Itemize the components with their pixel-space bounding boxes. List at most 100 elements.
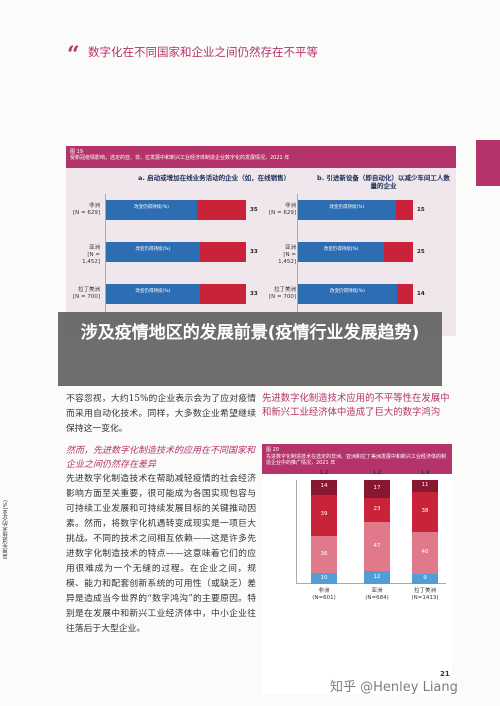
bar-segment-red: [199, 284, 246, 304]
bar-segment-blue: 改变仍得持续(%): [298, 200, 396, 220]
body-paragraph-2: 先进数字化制造技术在帮助减轻疫情的社会经济影响方面至关重要，很可能成为各国实现包…: [66, 474, 256, 634]
column-top-value: 1.2: [372, 470, 382, 476]
bar-segment-red: [396, 284, 413, 304]
bar-value: 33: [250, 291, 258, 297]
panel-b-axis: [297, 194, 298, 312]
column-value: 14: [320, 483, 328, 490]
column-segment: [311, 494, 337, 536]
row-sample-size: [N = 629]: [268, 210, 296, 216]
figure-20-ylabel: 采用先进技术的企业(%): [3, 500, 9, 560]
column-segment: [412, 491, 438, 532]
bar-value: 25: [417, 249, 425, 255]
row-region: 非洲: [284, 203, 296, 209]
bar-segment-blue: 改变仍得持续(%): [106, 284, 200, 304]
figure-20-number: 图 20: [266, 447, 279, 453]
stacked-bar: 改变仍得持续(%): [298, 242, 413, 262]
title-overlay: 涉及疫情地区的发展前景(疫情行业发展趋势): [58, 312, 442, 386]
segment-label: 改变仍得持续(%): [323, 247, 359, 252]
page-tab: [476, 140, 500, 186]
column-segment: [311, 573, 337, 584]
overlay-title: 涉及疫情地区的发展前景(疫情行业发展趋势): [80, 323, 420, 343]
bar-segment-blue: 改变仍得持续(%): [106, 200, 197, 220]
column-value: 11: [421, 481, 429, 488]
bar-segment-blue: 改变仍得持续(%): [106, 242, 200, 262]
figure-20-title: 先进数字化制造技术在选定的非洲、亚洲和拉丁美洲发展中和新兴工业经济体的制造企业中…: [266, 453, 447, 467]
bar-value: 14: [417, 291, 425, 297]
column-top-value: 1.9: [420, 470, 430, 476]
column-segment: [412, 532, 438, 575]
column-region: 亚洲: [371, 588, 383, 594]
stacked-bar: 改变仍得持续(%): [106, 242, 246, 262]
row-label: 非洲 [N = 629]: [264, 203, 296, 217]
column-value: 39: [320, 511, 328, 518]
panel-a-axis: [105, 194, 106, 312]
figure-19-header: 图 19 受新冠疫情影响，选定的亚、非、拉发展中和新兴工业经济体制造企业数字化的…: [66, 146, 456, 168]
row-label: 亚洲 [N = 1,452]: [264, 245, 296, 266]
column-value: 10: [320, 574, 328, 581]
row-label: 拉丁美洲 [N = 700]: [264, 287, 296, 301]
column-segment: [412, 574, 438, 584]
column-segment: [364, 480, 390, 498]
segment-label: 改变仍得持续(%): [135, 289, 171, 294]
column-segment: [364, 571, 390, 584]
column-value: 40: [421, 549, 429, 556]
column-segment: [311, 480, 337, 495]
sidebar-heading: 先进数字化制造技术应用的不平等性在发展中和新兴工业经济体中造成了巨大的数字鸿沟: [262, 393, 450, 418]
column-value: 38: [421, 507, 429, 514]
row-region: 亚洲: [284, 245, 296, 251]
column-value: 9: [423, 575, 427, 582]
stacked-bar: 改变仍得持续(%): [106, 284, 246, 304]
bar-value: 35: [250, 207, 258, 213]
column-segment: [412, 480, 438, 492]
row-label: 拉丁美洲 [N = 700]: [68, 287, 100, 301]
segment-label: 改变仍得持续(%): [134, 205, 169, 210]
column-segment: [364, 497, 390, 522]
figure-19: 图 19 受新冠疫情影响，选定的亚、非、拉发展中和新兴工业经济体制造企业数字化的…: [66, 146, 456, 336]
row-sample-size: [N = 700]: [268, 294, 296, 300]
column-segment: [364, 522, 390, 572]
figure-19-title: 受新冠疫情影响，选定的亚、非、拉发展中和新兴工业经济体制造企业数字化的发展情况，…: [70, 155, 290, 161]
section-heading: 数字化在不同国家和企业之间仍然存在不平等: [88, 45, 318, 59]
row-region: 拉丁美洲: [77, 287, 100, 293]
row-region: 拉丁美洲: [273, 287, 296, 293]
stacked-bar: 改变仍得持续(%): [106, 200, 246, 220]
panel-b-title: b. 引进新设备（即自动化）以减少车间工人数量的企业: [317, 174, 450, 190]
row-label: 非洲 [N = 629]: [68, 203, 100, 217]
column-value: 17: [373, 484, 381, 491]
column-segment: [311, 535, 337, 574]
column-value: 12: [373, 573, 381, 580]
panel-a-title: a. 启动或增加在线业务活动的企业（如，在线销售）: [138, 174, 291, 182]
watermark: 知乎 @Henley Liang: [330, 680, 458, 695]
column-category: 非洲 (N=601): [304, 588, 344, 602]
row-sample-size: [N = 700]: [72, 294, 100, 300]
column-sample-size: (N=684): [365, 595, 389, 601]
bar-segment-red: [395, 200, 413, 220]
column-value: 47: [373, 542, 381, 549]
column-top-value: 1.2: [319, 470, 329, 476]
bar-segment-red: [197, 200, 246, 220]
stacked-bar: 改变仍得持续(%): [298, 200, 413, 220]
segment-label: 改变仍得持续(%): [135, 247, 171, 252]
column-value: 36: [320, 550, 328, 557]
column-sample-size: (N=601): [312, 595, 336, 601]
row-sample-size: [N = 629]: [72, 210, 100, 216]
segment-label: 改变仍得持续(%): [330, 289, 365, 294]
row-label: 亚洲 [N = 1,452]: [68, 245, 100, 266]
column-region: 拉丁美洲: [413, 588, 436, 594]
page-number: 21: [440, 670, 450, 678]
row-sample-size: [N = 1,452]: [278, 252, 296, 265]
row-region: 非洲: [88, 203, 100, 209]
figure-19-number: 图 19: [70, 149, 83, 155]
row-region: 亚洲: [88, 245, 100, 251]
stacked-bar: 改变仍得持续(%): [298, 284, 413, 304]
section-subheading: 然而，先进数字化制造技术的应用在不同国家和企业之间仍然存在差异: [66, 446, 256, 470]
column-category: 拉丁美洲 (N=1413): [405, 588, 445, 602]
body-paragraph-1: 不容忽视，大约15%的企业表示会为了应对疫情而采用自动化技术。同样，大多数企业希…: [66, 394, 256, 434]
column-sample-size: (N=1413): [411, 595, 439, 601]
bar-segment-blue: 改变仍得持续(%): [298, 242, 385, 262]
column-category: 亚洲 (N=684): [357, 588, 397, 602]
column-region: 非洲: [318, 588, 330, 594]
quote-icon: “: [67, 42, 80, 68]
bar-value: 33: [250, 249, 258, 255]
